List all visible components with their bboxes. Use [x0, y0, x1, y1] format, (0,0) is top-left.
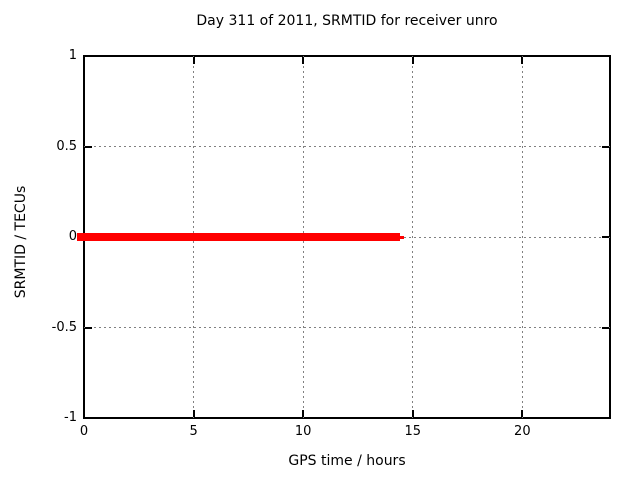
y-tick-mark-left [85, 417, 92, 419]
y-tick-label: 0.5 [56, 138, 77, 154]
x-tick-mark-top [192, 57, 195, 64]
y-tick-mark-left [85, 326, 92, 329]
x-tick-label: 0 [79, 424, 89, 439]
y-tick-mark-right [602, 326, 609, 329]
x-tick-mark-top [411, 57, 414, 64]
y-tick-label: -0.5 [51, 319, 77, 335]
series-line-endcap [399, 235, 404, 239]
x-tick-label: 20 [514, 424, 531, 439]
y-tick-mark-left [85, 55, 92, 57]
y-tick-mark-right [602, 236, 609, 238]
x-tick-label: 15 [404, 424, 422, 439]
y-tick-label: 1 [68, 48, 77, 63]
chart-title: Day 311 of 2011, SRMTID for receiver unr… [196, 13, 498, 29]
grid-line-horizontal [84, 146, 610, 147]
y-tick-label: -1 [64, 410, 77, 425]
x-tick-mark-bottom [411, 410, 414, 417]
x-tick-mark-top [83, 57, 85, 64]
x-tick-label: 10 [294, 424, 312, 439]
y-tick-mark-right [602, 55, 609, 57]
x-tick-mark-top [302, 57, 305, 64]
y-tick-mark-left [85, 145, 92, 148]
x-tick-mark-bottom [192, 410, 195, 417]
grid-line-horizontal [84, 327, 610, 328]
x-tick-mark-bottom [83, 410, 85, 417]
x-tick-label: 5 [189, 424, 198, 439]
x-tick-mark-bottom [302, 410, 305, 417]
x-tick-mark-bottom [521, 410, 524, 417]
y-tick-mark-right [602, 417, 609, 419]
x-axis-label: GPS time / hours [288, 453, 406, 469]
x-tick-mark-top [521, 57, 524, 64]
y-tick-mark-right [602, 145, 609, 148]
y-tick-label: 0 [68, 229, 77, 244]
series-line-srmtid [77, 233, 400, 241]
